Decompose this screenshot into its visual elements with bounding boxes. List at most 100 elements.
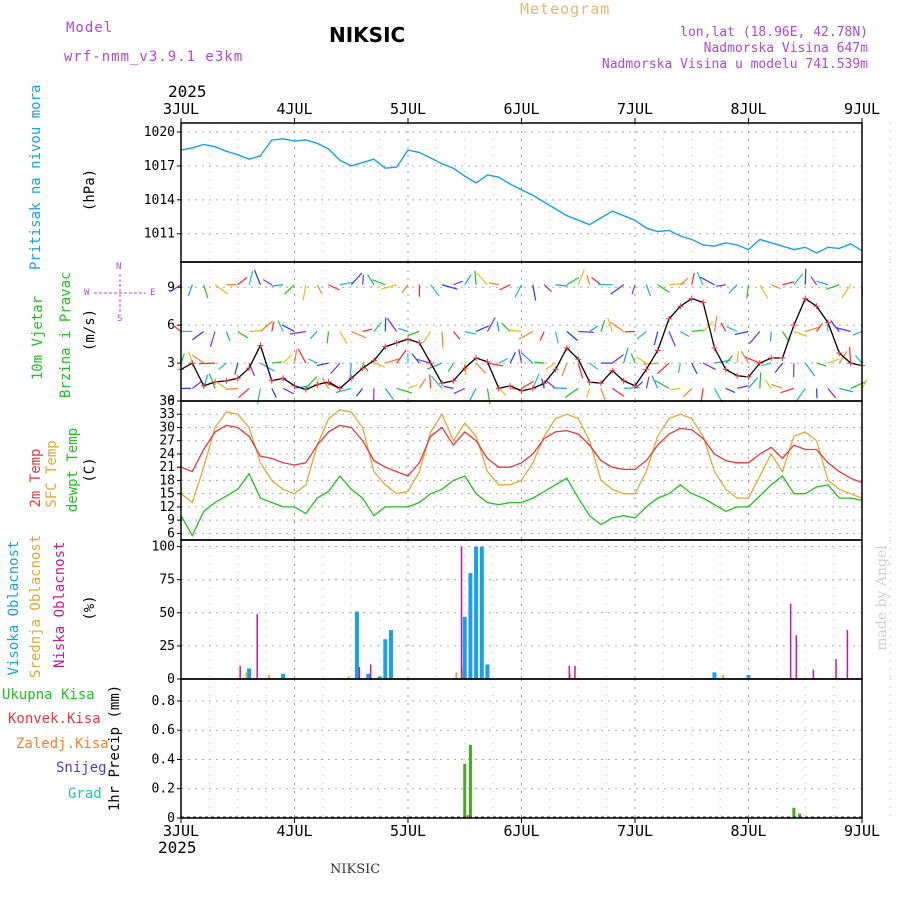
wind-arrow xyxy=(657,284,670,293)
temp-frame xyxy=(180,400,863,541)
wind-arrow xyxy=(474,270,477,285)
wind-gust-marker xyxy=(802,295,809,302)
wind-arrow xyxy=(793,330,808,337)
wind-arrow xyxy=(545,380,556,389)
wind-gust-marker xyxy=(734,372,741,379)
wind-arrow xyxy=(782,331,790,342)
x-label-bottom: 3JUL xyxy=(163,822,199,840)
x-label-top: 3JUL xyxy=(163,100,199,118)
x-label-top: 4JUL xyxy=(276,100,312,118)
wind-arrow xyxy=(643,362,658,365)
wind-arrow xyxy=(566,277,580,286)
wind-arrow xyxy=(734,330,749,335)
wind-arrow xyxy=(623,386,640,389)
wind-gust-marker xyxy=(563,344,570,351)
wind-gust-marker xyxy=(450,377,457,384)
precip-label-total: Ukupna Kisa xyxy=(2,687,95,703)
precip-ytick-label: 0.4 xyxy=(152,752,176,767)
wind-arrow xyxy=(381,284,397,290)
wind-arrow xyxy=(854,355,863,364)
wind-gust-marker xyxy=(643,366,650,373)
wind-arrow xyxy=(680,277,689,286)
wind-arrow xyxy=(316,284,323,294)
low-cloud-bar xyxy=(574,665,576,679)
wind-arrow xyxy=(810,276,818,286)
wind-arrow xyxy=(351,330,367,339)
wind-arrow xyxy=(770,284,781,290)
wind-arrow xyxy=(700,276,715,286)
wind-gust-marker xyxy=(677,303,684,310)
wind-gust-marker xyxy=(416,339,423,346)
wind-ytick-label: 9 xyxy=(167,280,175,295)
pressure-frame xyxy=(180,122,863,263)
wind-arrow xyxy=(475,325,490,333)
wind-arrow xyxy=(498,387,507,396)
high-cloud-bar xyxy=(281,673,286,679)
wind-gust-marker xyxy=(824,319,831,326)
wind-arrow xyxy=(464,330,477,335)
wind-arrow xyxy=(496,321,500,332)
temp2m-line xyxy=(180,424,863,484)
wind-gust-marker xyxy=(541,380,548,387)
wind-arrow xyxy=(218,362,227,370)
precip-frame xyxy=(180,678,863,819)
wind-arrow xyxy=(586,274,591,285)
wind-arrow xyxy=(260,320,273,332)
wind-gust-marker xyxy=(257,342,264,349)
model-elevation: Nadmorska Visina u modelu 741.539m xyxy=(601,57,868,72)
high-cloud-bar xyxy=(366,673,371,679)
wind-arrow xyxy=(476,272,488,286)
wind-ytick-label: 0 xyxy=(167,394,175,409)
wind-gust-marker xyxy=(336,385,343,392)
wind-gust-marker xyxy=(189,360,196,367)
wind-arrow xyxy=(172,324,182,332)
x-label-bottom: 5JUL xyxy=(390,822,426,840)
wind-arrow xyxy=(225,387,238,391)
wind-arrow xyxy=(214,284,229,295)
wind-arrow xyxy=(271,321,275,332)
x-label-bottom: 7JUL xyxy=(617,822,653,840)
pressure-line xyxy=(180,138,863,254)
wind-gust-marker xyxy=(461,365,468,372)
wind-arrow xyxy=(282,354,293,364)
temp-ytick-label: 24 xyxy=(159,447,175,462)
wind-arrow xyxy=(610,321,624,332)
wind-arrow xyxy=(600,388,606,400)
wind-arrow xyxy=(234,362,239,375)
wind-arrow xyxy=(795,388,806,402)
wind-arrow xyxy=(452,331,461,340)
high-cloud-bar xyxy=(479,546,484,679)
wind-arrow xyxy=(713,315,718,332)
low-cloud-bar xyxy=(369,664,372,679)
wind-arrow xyxy=(607,317,613,332)
wind-gust-marker xyxy=(359,365,366,372)
wind-arrow xyxy=(373,362,386,368)
wind-arrow xyxy=(188,351,193,364)
wind-gust-marker xyxy=(722,366,729,373)
high-cloud-bar xyxy=(485,664,490,679)
wind-arrow xyxy=(475,362,487,374)
wind-arrow xyxy=(769,331,772,342)
wind-arrow xyxy=(426,362,443,370)
wind-arrow xyxy=(518,349,523,364)
wind-arrow xyxy=(486,388,491,405)
wind-arrow xyxy=(759,284,769,299)
pressure-ytick-label: 1014 xyxy=(144,193,175,208)
wind-arrow xyxy=(520,351,534,364)
wind-gust-marker xyxy=(405,336,411,343)
precip-ytick-label: 0 xyxy=(167,811,175,826)
wind-arrow xyxy=(499,284,511,291)
high-cloud-bar xyxy=(474,546,479,679)
wind-arrow xyxy=(744,356,761,364)
wind-arrow xyxy=(653,331,659,346)
wind-arrow xyxy=(782,281,795,286)
wind-arrow xyxy=(386,318,398,332)
low-cloud-bar xyxy=(789,603,792,679)
wind-arrow xyxy=(488,282,499,286)
wind-arrow xyxy=(443,385,454,389)
wind-arrow xyxy=(307,358,318,364)
wind-arrow xyxy=(728,284,738,294)
wind-arrow xyxy=(630,353,636,364)
wind-arrow xyxy=(453,387,466,394)
compass-s: S xyxy=(117,314,123,324)
